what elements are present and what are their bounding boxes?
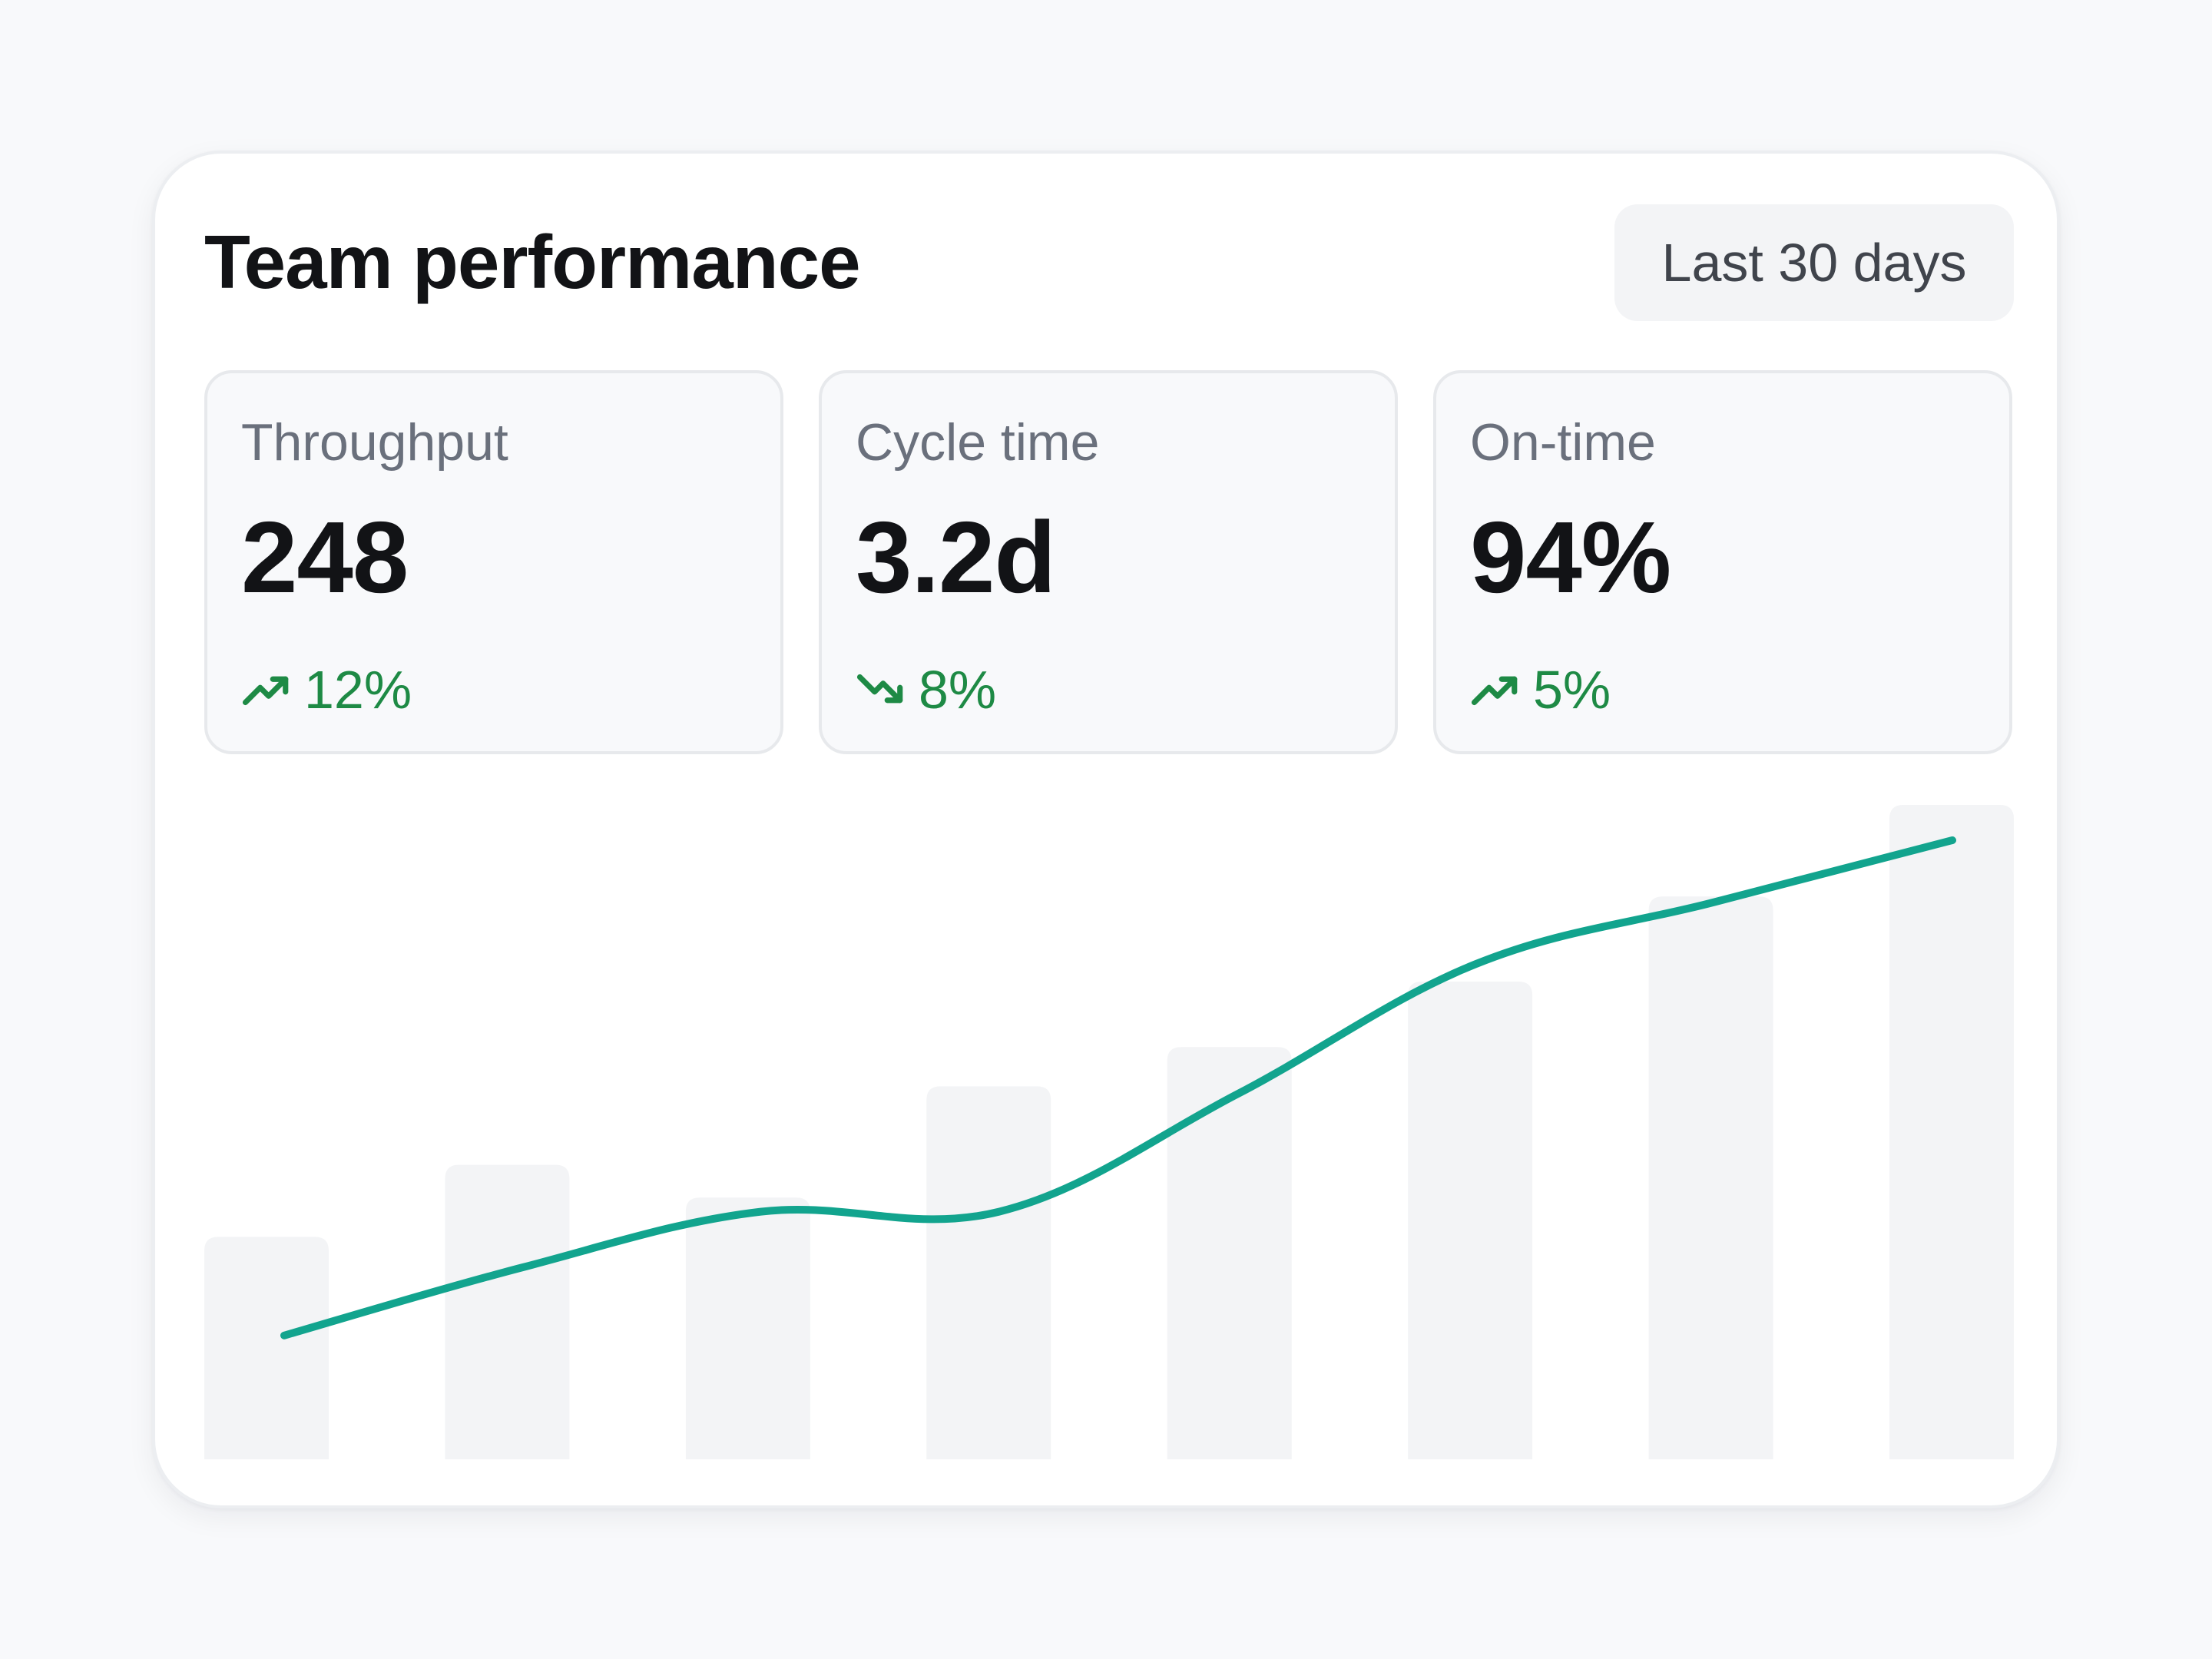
chart-bar <box>685 1197 810 1459</box>
metric-value: 248 <box>241 501 409 614</box>
date-range-button[interactable]: Last 30 days <box>1614 204 2014 321</box>
metric-label: Cycle time <box>856 413 1100 472</box>
metric-delta: 12% <box>241 659 412 720</box>
trending-down-icon <box>856 674 903 704</box>
metric-delta: 5% <box>1470 659 1611 720</box>
trending-up-icon <box>1471 676 1518 706</box>
metric-card-on-time: On-time 94% 5% <box>1433 370 2012 754</box>
metric-label: On-time <box>1470 413 1656 472</box>
chart-bar <box>1648 896 1773 1459</box>
chart-trend-line <box>280 836 1956 1339</box>
chart-bar <box>445 1164 570 1459</box>
team-performance-card: Team performance Last 30 days Throughput… <box>152 151 2060 1508</box>
chart-bar <box>204 1237 329 1459</box>
trend-chart <box>204 805 2014 1459</box>
chart-bar <box>1889 805 2014 1459</box>
metric-value: 94% <box>1470 501 1671 614</box>
trending-up-icon <box>242 676 289 706</box>
metric-label: Throughput <box>241 413 508 472</box>
chart-bar <box>1167 1047 1292 1459</box>
metric-card-throughput: Throughput 248 12% <box>204 370 783 754</box>
chart-bar <box>1408 982 1533 1459</box>
metric-delta-value: 8% <box>919 660 997 720</box>
chart-bar <box>926 1086 1051 1459</box>
metric-card-cycle-time: Cycle time 3.2d 8% <box>819 370 1398 754</box>
metric-delta-value: 5% <box>1533 660 1611 720</box>
card-title: Team performance <box>204 220 861 304</box>
metric-delta: 8% <box>856 659 996 720</box>
metric-value: 3.2d <box>856 501 1056 614</box>
metric-delta-value: 12% <box>304 660 412 720</box>
